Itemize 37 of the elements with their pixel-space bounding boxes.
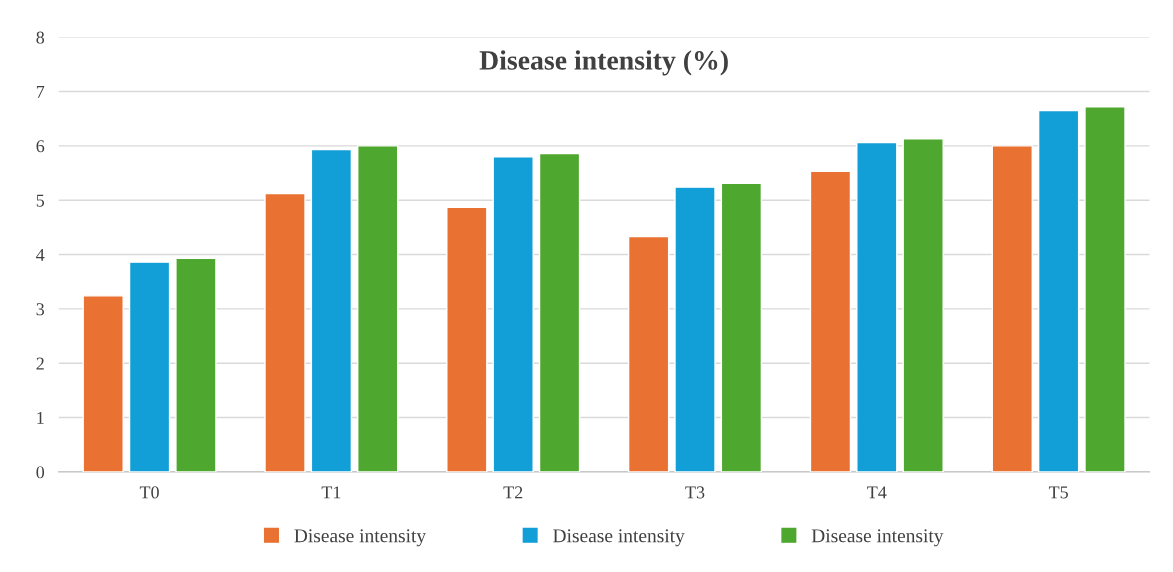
bar [492, 156, 534, 472]
x-tick-label: T3 [685, 486, 705, 499]
x-tick-label: T2 [503, 486, 523, 499]
x-tick-label: T0 [139, 486, 159, 499]
bar [310, 148, 353, 472]
y-tick-label: 2 [36, 357, 44, 370]
chart-title: Disease intensity (%) [479, 50, 728, 76]
bar [856, 141, 898, 472]
bar [720, 182, 763, 472]
y-tick-label: 0 [36, 466, 45, 479]
x-tick-label: T4 [867, 486, 887, 499]
bar [82, 295, 124, 472]
y-tick-label: 7 [36, 85, 45, 98]
legend-label: Disease intensity [294, 529, 427, 547]
x-tick-label: T5 [1048, 486, 1068, 499]
bar [175, 257, 217, 472]
bar [538, 152, 581, 472]
bar [1084, 106, 1126, 472]
bar [264, 192, 306, 472]
bar [128, 261, 171, 472]
bar [991, 145, 1033, 472]
bar [357, 145, 399, 472]
bar [902, 138, 944, 472]
bar [446, 206, 488, 472]
y-tick-label: 1 [37, 411, 44, 424]
y-tick-label: 6 [36, 140, 45, 153]
y-tick-label: 4 [36, 248, 45, 261]
y-tick-label: 8 [36, 31, 45, 44]
bar [674, 186, 716, 472]
bar [627, 235, 670, 472]
bar [809, 170, 852, 472]
legend-label: Disease intensity [553, 529, 685, 547]
bar [1037, 109, 1080, 472]
y-tick-label: 3 [36, 303, 45, 316]
y-tick-label: 5 [36, 194, 45, 207]
legend-label: Disease intensity [811, 529, 944, 547]
x-tick-label: T1 [321, 486, 341, 499]
